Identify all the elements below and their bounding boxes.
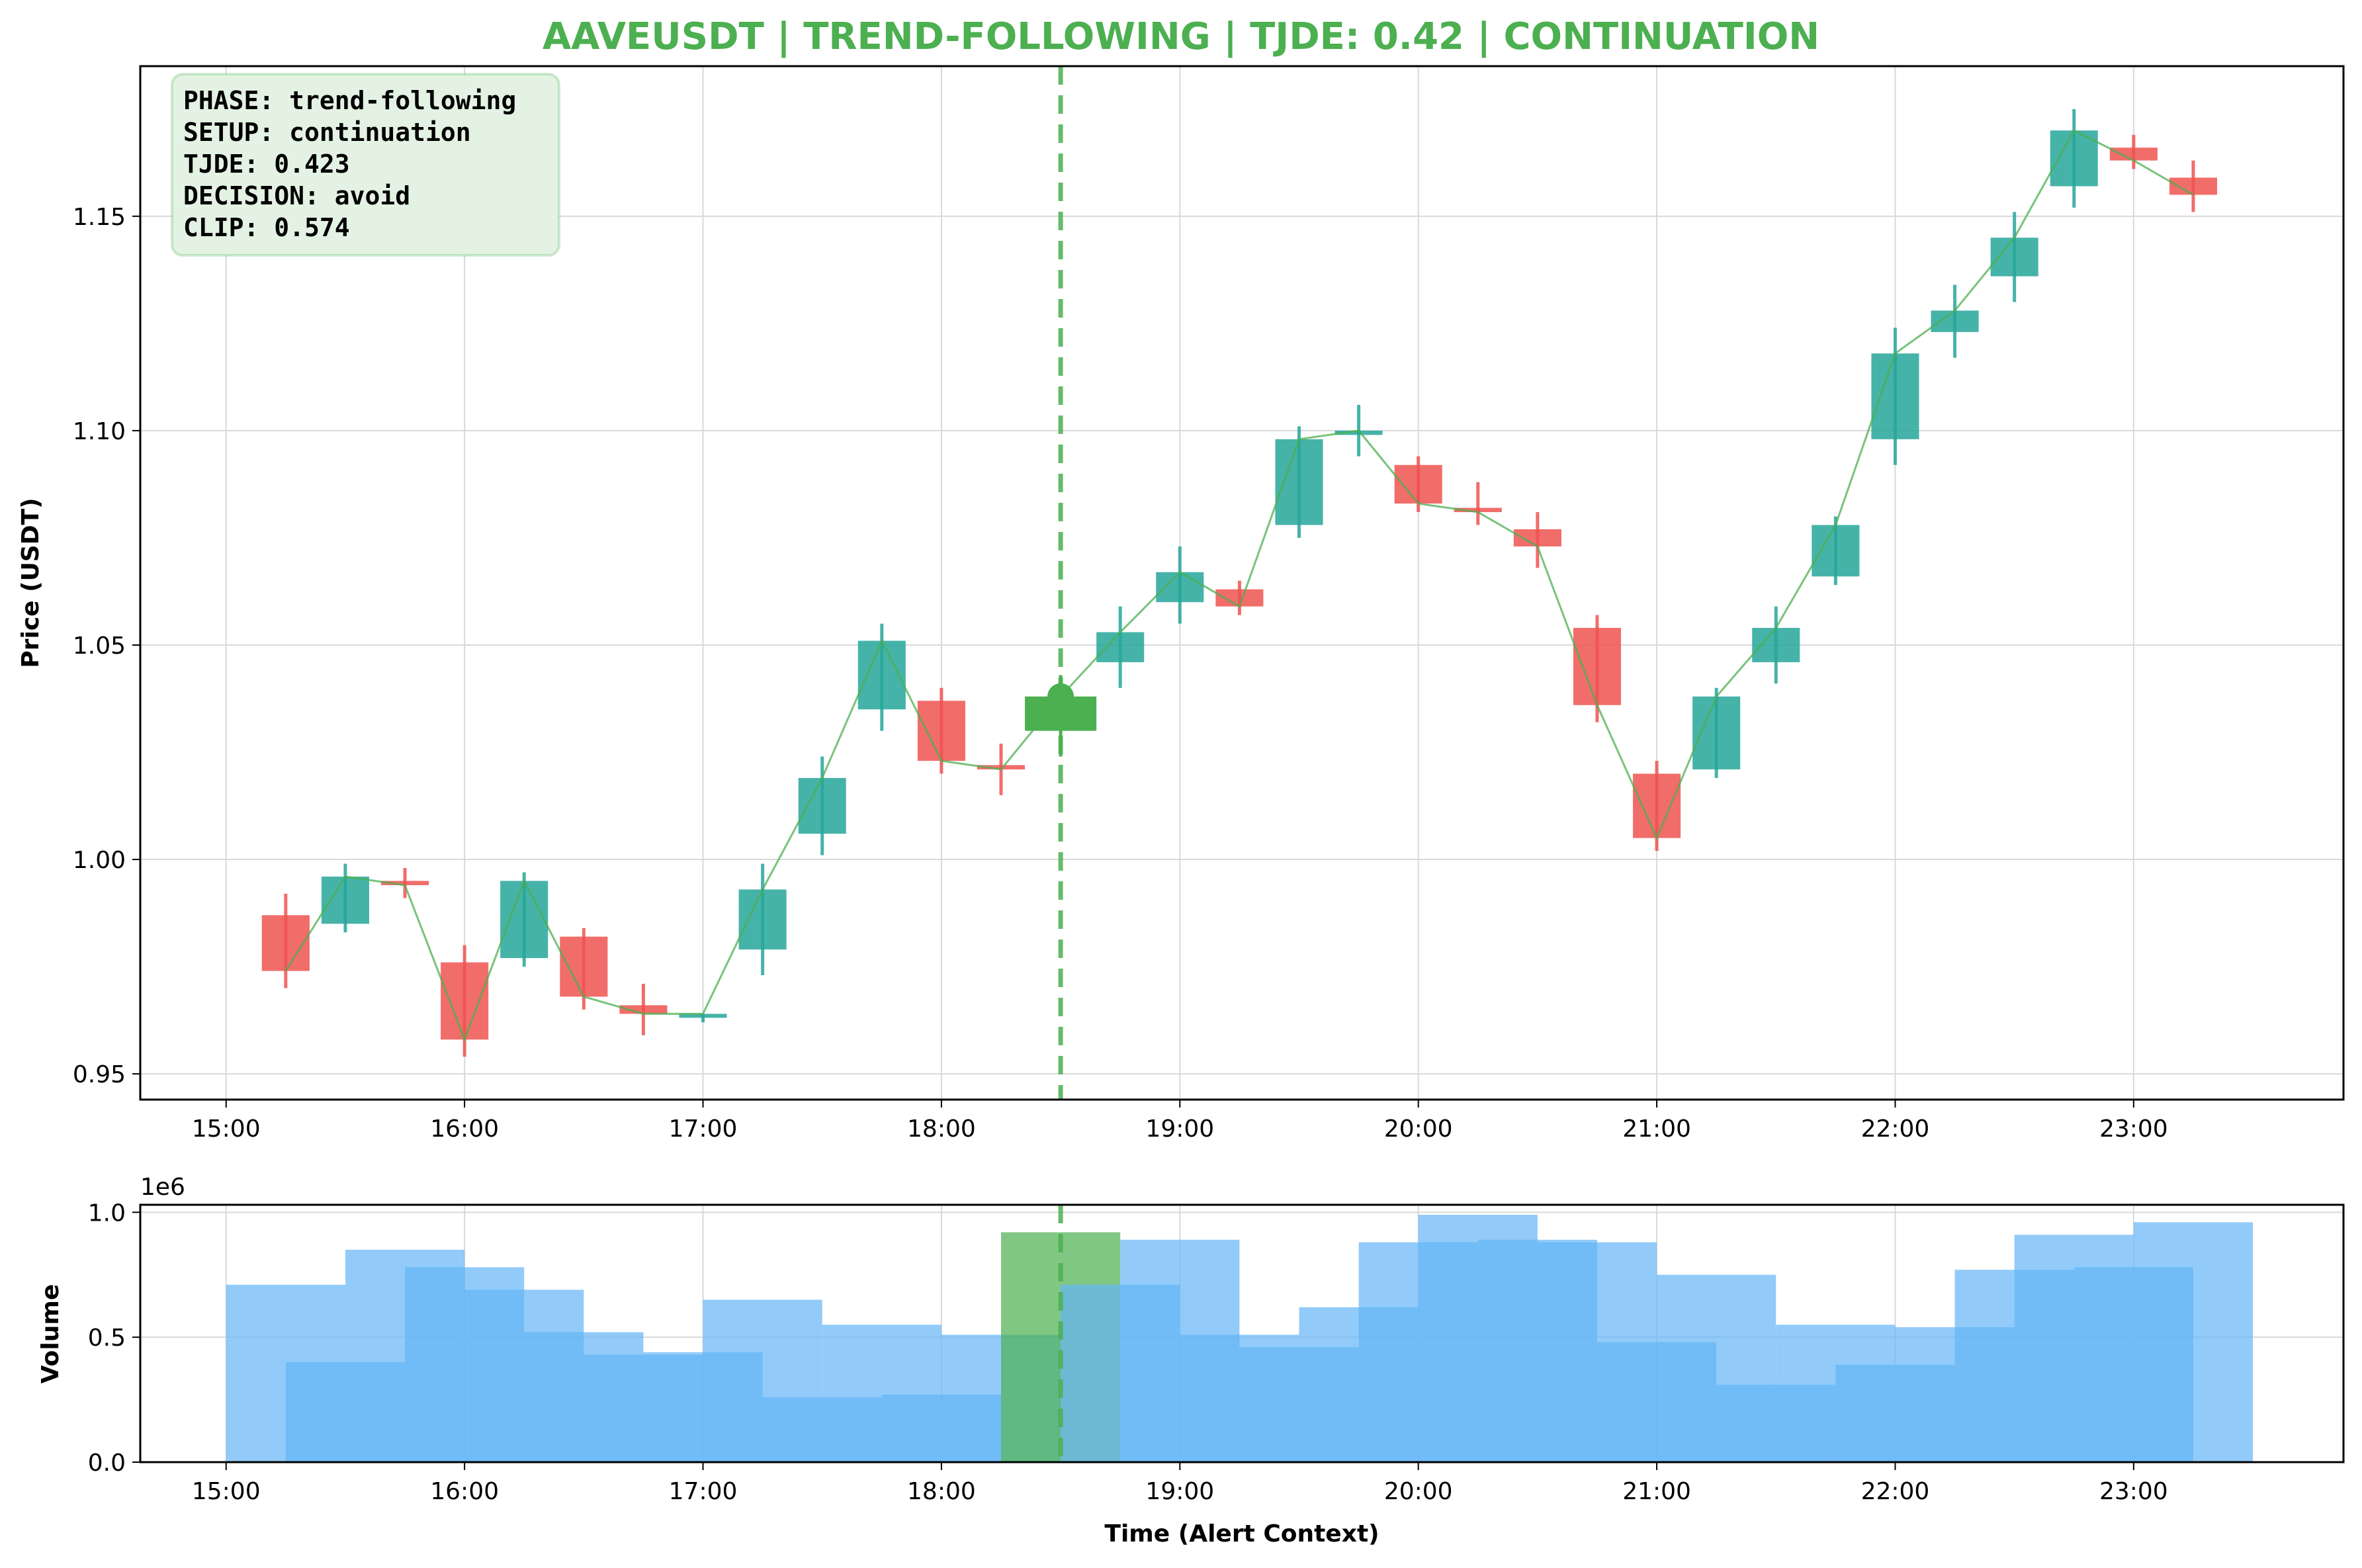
price-tick-label: 1.00	[73, 847, 126, 874]
volume-bar	[2133, 1222, 2253, 1462]
candle-body	[261, 915, 310, 971]
time-tick-label: 15:00	[192, 1478, 261, 1505]
time-tick-label: 19:00	[1145, 1478, 1214, 1505]
price-x-tick-label: 22:00	[1861, 1115, 1930, 1143]
candle-body	[1156, 572, 1204, 603]
volume-plot-frame	[139, 1203, 2345, 1463]
price-plot-frame	[139, 65, 2345, 1101]
price-x-tick-label: 16:00	[430, 1115, 499, 1143]
candle-body	[2109, 148, 2158, 161]
candle-body	[1275, 439, 1323, 525]
candle-body	[1633, 773, 1681, 838]
volume-tick-label: 0.0	[88, 1450, 126, 1477]
time-tick-label: 23:00	[2099, 1478, 2168, 1505]
candle-body	[679, 1014, 727, 1018]
volume-panel: 0.0 0.5 1.0 1e6 Volume 15:00 16:00 17:00 18:0…	[37, 1174, 2345, 1547]
candle-body	[380, 881, 429, 885]
price-x-tick-label: 21:00	[1622, 1115, 1691, 1143]
price-x-tick-label: 20:00	[1384, 1115, 1453, 1143]
time-tick-label: 17:00	[669, 1478, 738, 1505]
price-axis-label: Price (USDT)	[17, 498, 44, 668]
alert-marker	[1047, 683, 1074, 710]
candle-body	[560, 936, 608, 997]
candle-body	[1692, 696, 1741, 769]
time-axis-label: Time (Alert Context)	[1104, 1520, 1379, 1547]
price-x-tick-label: 17:00	[669, 1115, 738, 1143]
candle-body	[1931, 310, 1979, 332]
candle-body	[1752, 628, 1800, 662]
time-tick-label: 20:00	[1384, 1478, 1453, 1505]
info-box: PHASE: trend-following SETUP: continuati…	[171, 73, 560, 257]
candle-body	[619, 1005, 668, 1014]
price-tick-label: 0.95	[73, 1061, 126, 1088]
price-x-tick-label: 15:00	[192, 1115, 261, 1143]
candle-body	[798, 777, 846, 834]
info-setup: SETUP: continuation	[183, 118, 471, 147]
candle-body	[977, 765, 1026, 769]
time-tick-label: 16:00	[430, 1478, 499, 1505]
chart-title: AAVEUSDT | TREND-FOLLOWING | TJDE: 0.42 …	[543, 15, 1819, 58]
volume-axis-label: Volume	[37, 1284, 64, 1384]
candle-body	[1454, 507, 1502, 513]
candle-body	[1096, 632, 1145, 662]
candle-body	[500, 881, 548, 959]
price-panel: 15:00 16:00 17:00 18:00 19:00 20:00 21:00 22:00…	[17, 65, 2345, 1143]
price-tick-label: 1.05	[73, 632, 126, 660]
volume-tick-label: 0.5	[88, 1325, 126, 1352]
candle-body	[321, 876, 369, 924]
volume-scale-label: 1e6	[140, 1174, 185, 1201]
info-phase: PHASE: trend-following	[183, 86, 516, 115]
price-x-tick-label: 19:00	[1145, 1115, 1214, 1143]
price-tick-label: 1.15	[73, 204, 126, 231]
volume-tick-label: 1.0	[88, 1199, 126, 1227]
time-tick-label: 22:00	[1861, 1478, 1930, 1505]
candle-body	[738, 889, 787, 950]
price-x-tick-label: 23:00	[2099, 1115, 2168, 1143]
info-box-background	[171, 73, 560, 257]
close-price-line	[284, 129, 2194, 1043]
candle-body	[441, 962, 489, 1040]
time-tick-label: 21:00	[1622, 1478, 1691, 1505]
candle-body	[1573, 628, 1622, 705]
candle-body	[917, 701, 965, 761]
price-x-tick-label: 18:00	[907, 1115, 976, 1143]
candle-body	[1334, 430, 1383, 435]
candle-body	[1812, 525, 1860, 577]
info-tjde: TJDE: 0.423	[183, 150, 350, 179]
info-clip: CLIP: 0.574	[183, 213, 350, 242]
info-decision: DECISION: avoid	[183, 181, 410, 210]
time-tick-label: 18:00	[907, 1478, 976, 1505]
candle-body	[1871, 353, 1919, 439]
price-tick-label: 1.10	[73, 418, 126, 445]
